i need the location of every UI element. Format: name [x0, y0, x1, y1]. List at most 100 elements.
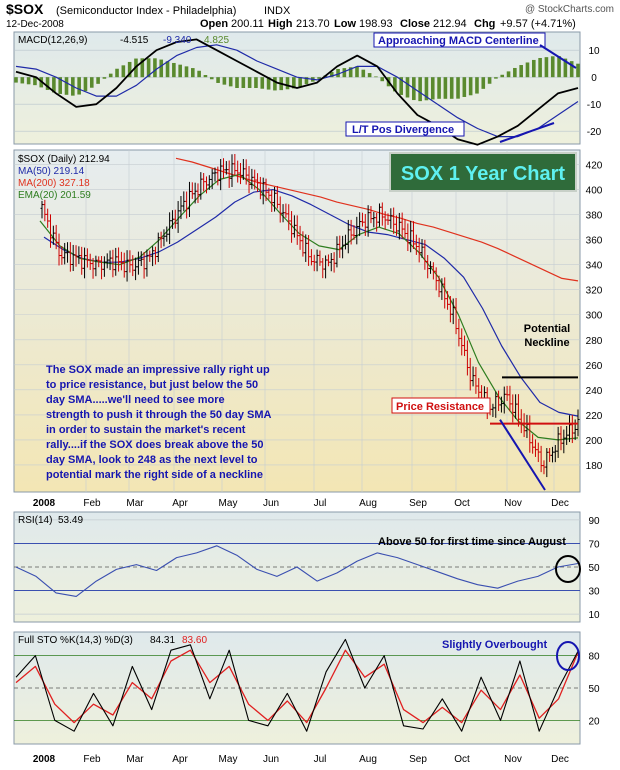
price-y-tick: 200: [586, 436, 603, 447]
macd-histogram-bar: [115, 68, 119, 78]
open-label: Open: [200, 18, 228, 30]
sto-k-line: [15, 638, 579, 732]
macd-legend-label: MACD(12,26,9): [18, 35, 87, 46]
macd-histogram-bar: [121, 65, 126, 78]
macd-histogram-bar: [399, 77, 403, 95]
macd-histogram-bar: [273, 77, 277, 91]
sto-x-tick: Jul: [314, 754, 327, 765]
macd-histogram-bar: [367, 73, 372, 78]
macd-histogram-bar: [500, 74, 505, 78]
low-label: Low: [334, 18, 356, 30]
macd-histogram-bar: [576, 63, 580, 78]
macd-histogram-bar: [191, 68, 195, 78]
macd-histogram-bar: [33, 77, 37, 86]
legend-ma50: MA(50) 219.14: [18, 166, 85, 177]
macd-histogram-bar: [172, 62, 176, 78]
price-y-tick: 340: [586, 261, 603, 272]
macd-histogram-bar: [437, 77, 441, 99]
sto-y-tick: 50: [588, 684, 600, 695]
price-y-tick: 420: [586, 161, 603, 172]
price-x-tick: Apr: [172, 498, 188, 509]
macd-panel: 10 0 -10 -20 MACD(12,26,9) -4.515 -9.340 4.…: [13, 31, 602, 146]
price-x-tick: Sep: [409, 498, 427, 509]
sto-annotation: Slightly Overbought: [442, 639, 547, 651]
macd-histogram-bar: [355, 66, 359, 78]
macd-histogram-bar: [513, 67, 517, 78]
macd-histogram-bar: [58, 77, 63, 94]
sto-x-tick: Jun: [263, 754, 279, 765]
price-legend: $SOX (Daily) 212.94 MA(50) 219.14 MA(200…: [18, 154, 110, 201]
macd-y-tick: -10: [587, 100, 602, 111]
macd-histogram-bar: [456, 77, 460, 99]
price-y-tick: 240: [586, 386, 603, 397]
symbol: $SOX: [6, 1, 44, 17]
macd-histogram-bar: [26, 77, 31, 85]
macd-histogram-bar: [222, 77, 227, 85]
macd-histogram-bar: [52, 77, 56, 93]
sto-d-value: 83.60: [182, 635, 207, 646]
high-label: High: [268, 18, 293, 30]
macd-signal-value: -9.340: [163, 35, 192, 46]
macd-histogram-bar: [254, 77, 258, 88]
chart-title-box: [389, 152, 577, 192]
macd-centerline-callout-box: [373, 32, 546, 48]
price-y-tick: 400: [586, 186, 603, 197]
price-y-tick: 380: [586, 211, 603, 222]
chg-value: +9.57 (+4.71%): [500, 18, 576, 30]
macd-histogram-bar: [481, 77, 486, 89]
watermark: @ StockCharts.com: [525, 4, 614, 15]
macd-histogram-bar: [329, 72, 334, 78]
sto-x-tick: May: [219, 754, 238, 765]
macd-y-tick: 10: [588, 46, 600, 57]
rsi-y-tick: 70: [588, 539, 600, 550]
macd-histogram-bar: [102, 77, 107, 79]
macd-histogram-bar: [209, 77, 214, 80]
macd-histogram-bar: [20, 77, 25, 84]
close-value: 212.94: [433, 18, 467, 30]
rsi-panel: 90 70 50 30 10 RSI(14) 53.49 Above 50 for fi…: [13, 511, 600, 623]
macd-histogram-bar: [525, 62, 530, 78]
rsi-y-tick: 90: [588, 516, 600, 527]
price-x-tick: Dec: [551, 498, 569, 509]
macd-hist-value: 4.825: [204, 35, 229, 46]
price-y-tick: 300: [586, 311, 603, 322]
macd-histogram-bar: [235, 77, 239, 88]
macd-value: -4.515: [120, 35, 149, 46]
macd-histogram-bar: [317, 77, 321, 79]
macd-histogram-bar: [285, 77, 290, 90]
macd-centerline-callout: Approaching MACD Centerline: [378, 35, 539, 47]
macd-histogram-bar: [569, 61, 574, 78]
macd-histogram-bar: [468, 77, 473, 96]
sto-plot: 80 50 20: [14, 638, 600, 732]
price-y-tick: 320: [586, 286, 603, 297]
open-value: 200.11: [231, 18, 264, 30]
macd-histogram-bar: [247, 77, 252, 88]
macd-histogram-bar: [184, 66, 189, 78]
price-x-tick: Nov: [504, 498, 522, 509]
macd-histogram-bar: [108, 73, 113, 78]
macd-histogram-bar: [393, 77, 397, 92]
macd-histogram-bar: [64, 77, 69, 95]
macd-histogram-bar: [380, 77, 385, 82]
macd-histogram-bar: [374, 76, 378, 78]
macd-histogram-bar: [14, 77, 18, 83]
divergence-callout-box: [345, 121, 465, 137]
macd-histogram-bar: [475, 77, 479, 94]
price-y-tick: 360: [586, 236, 603, 247]
quote-bar: Open 200.11 High 213.70 Low 198.93 Close…: [200, 18, 576, 30]
rsi-y-tick: 50: [588, 563, 600, 574]
price-panel-bg: [13, 149, 581, 493]
price-resistance-box: [391, 397, 491, 414]
macd-histogram-bar: [89, 77, 94, 88]
chart-header: $SOX (Semiconductor Index - Philadelphia…: [6, 1, 614, 30]
macd-histogram-bar: [45, 77, 50, 90]
macd-histogram-bar: [443, 77, 448, 99]
close-label: Close: [400, 18, 430, 30]
commentary-text: The SOX made an impressive rally right u…: [46, 364, 274, 481]
neckline-label: Potential Neckline: [524, 323, 570, 349]
macd-histogram-bar: [140, 58, 145, 78]
macd-histogram-bar: [424, 77, 429, 101]
price-x-tick: Feb: [83, 498, 101, 509]
macd-histogram-bar: [260, 77, 265, 89]
macd-histogram-bar: [348, 67, 353, 78]
